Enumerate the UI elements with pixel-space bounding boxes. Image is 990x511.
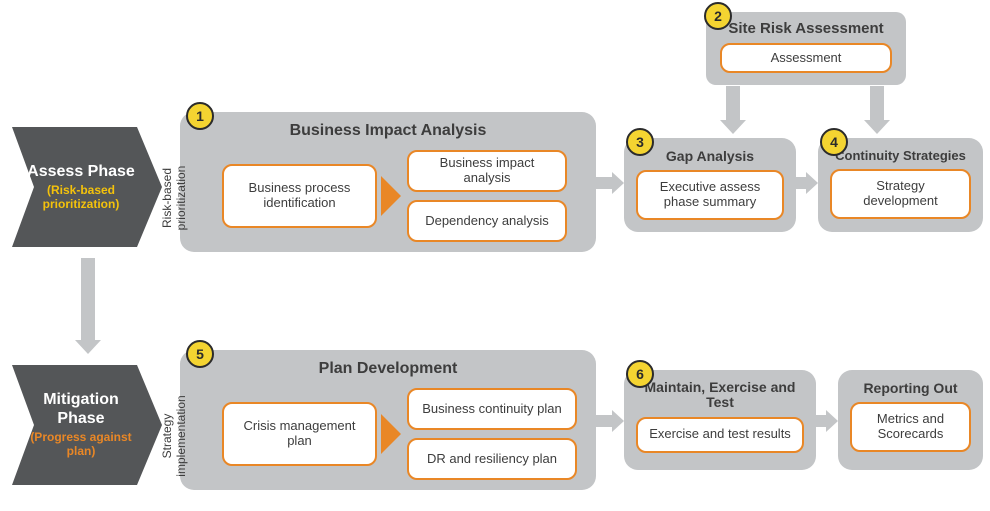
phase-connector-arrow-icon <box>75 258 101 354</box>
maintain-title: Maintain, Exercise and Test <box>636 380 804 411</box>
gap-analysis-pill: Executive assess phase summary <box>636 170 784 220</box>
reporting-pill: Metrics and Scorecards <box>850 402 971 452</box>
stage-badge-6: 6 <box>626 360 654 388</box>
site-risk-connector-left-icon <box>720 86 746 134</box>
gap-analysis-title: Gap Analysis <box>636 148 784 164</box>
plan-dev-right-pill-2: DR and resiliency plan <box>407 438 577 480</box>
maintain-stage: 6 Maintain, Exercise and Test Exercise a… <box>624 370 816 470</box>
bia-vertical-label: Risk-based prioritization <box>160 148 188 248</box>
assess-phase-title: Assess Phase <box>27 163 135 181</box>
stage-badge-5: 5 <box>186 340 214 368</box>
reporting-stage: Reporting Out Metrics and Scorecards <box>838 370 983 470</box>
assess-phase-subtitle: (Risk-based prioritization) <box>26 184 136 212</box>
plan-dev-vertical-label: Strategy implementation <box>160 381 188 491</box>
bia-inner-arrow-icon <box>381 176 401 216</box>
gap-analysis-stage: 3 Gap Analysis Executive assess phase su… <box>624 138 796 232</box>
plan-dev-title: Plan Development <box>192 360 584 378</box>
continuity-pill: Strategy development <box>830 169 971 219</box>
mitigation-phase-subtitle: (Progress against plan) <box>26 431 136 459</box>
site-risk-title: Site Risk Assessment <box>720 20 892 37</box>
row2-connector-2-icon <box>816 410 838 432</box>
row1-connector-1-icon <box>596 172 624 194</box>
site-risk-connector-right-icon <box>864 86 890 134</box>
maintain-pill: Exercise and test results <box>636 417 804 453</box>
bia-stage: 1 Business Impact Analysis Risk-based pr… <box>180 112 596 252</box>
bia-title: Business Impact Analysis <box>192 122 584 140</box>
plan-dev-right-pill-1: Business continuity plan <box>407 388 577 430</box>
site-risk-stage: 2 Site Risk Assessment Assessment <box>706 12 906 85</box>
continuity-title: Continuity Strategies <box>830 148 971 163</box>
reporting-title: Reporting Out <box>850 380 971 396</box>
assess-phase-chevron: Assess Phase (Risk-based prioritization) <box>12 127 162 247</box>
plan-dev-inner-arrow-icon <box>381 414 401 454</box>
stage-badge-1: 1 <box>186 102 214 130</box>
mitigation-phase-chevron: Mitigation Phase (Progress against plan) <box>12 365 162 485</box>
bia-right-pill-1: Business impact analysis <box>407 150 567 192</box>
continuity-stage: 4 Continuity Strategies Strategy develop… <box>818 138 983 232</box>
stage-badge-4: 4 <box>820 128 848 156</box>
row2-connector-1-icon <box>596 410 624 432</box>
site-risk-pill: Assessment <box>720 43 892 73</box>
mitigation-phase-title: Mitigation Phase <box>26 391 136 428</box>
stage-badge-3: 3 <box>626 128 654 156</box>
bia-right-pill-2: Dependency analysis <box>407 200 567 242</box>
bia-left-pill: Business process identification <box>222 164 377 228</box>
plan-dev-left-pill: Crisis management plan <box>222 402 377 466</box>
row1-connector-2-icon <box>796 172 818 194</box>
plan-dev-stage: 5 Plan Development Strategy implementati… <box>180 350 596 490</box>
stage-badge-2: 2 <box>704 2 732 30</box>
